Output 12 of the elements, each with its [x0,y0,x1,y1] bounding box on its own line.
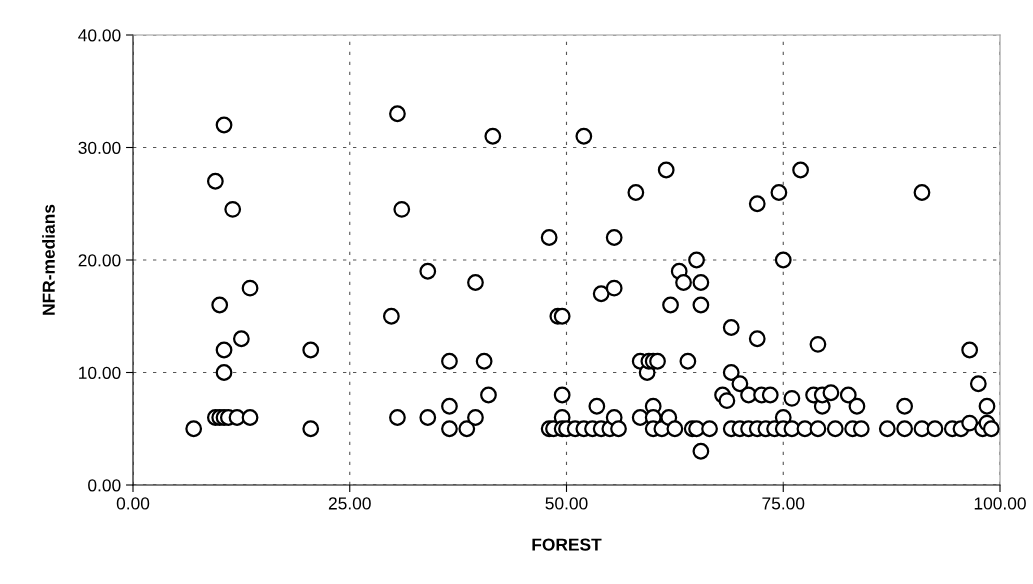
x-tick-label: 25.00 [328,497,371,510]
x-tick-label: 75.00 [762,497,805,510]
y-tick-label: 40.00 [78,29,121,42]
y-tick-label: 20.00 [78,254,121,267]
x-tick-label: 0.00 [116,497,150,510]
y-tick-label: 10.00 [79,366,121,379]
y-axis-title: NFR-medians [42,204,55,315]
x-tick-label: 50.00 [545,497,588,510]
x-axis-title: FOREST [532,538,602,551]
x-tick-label: 100.00 [974,497,1026,510]
y-tick-label: 30.00 [78,141,121,154]
y-tick-label: 0.00 [88,479,121,492]
